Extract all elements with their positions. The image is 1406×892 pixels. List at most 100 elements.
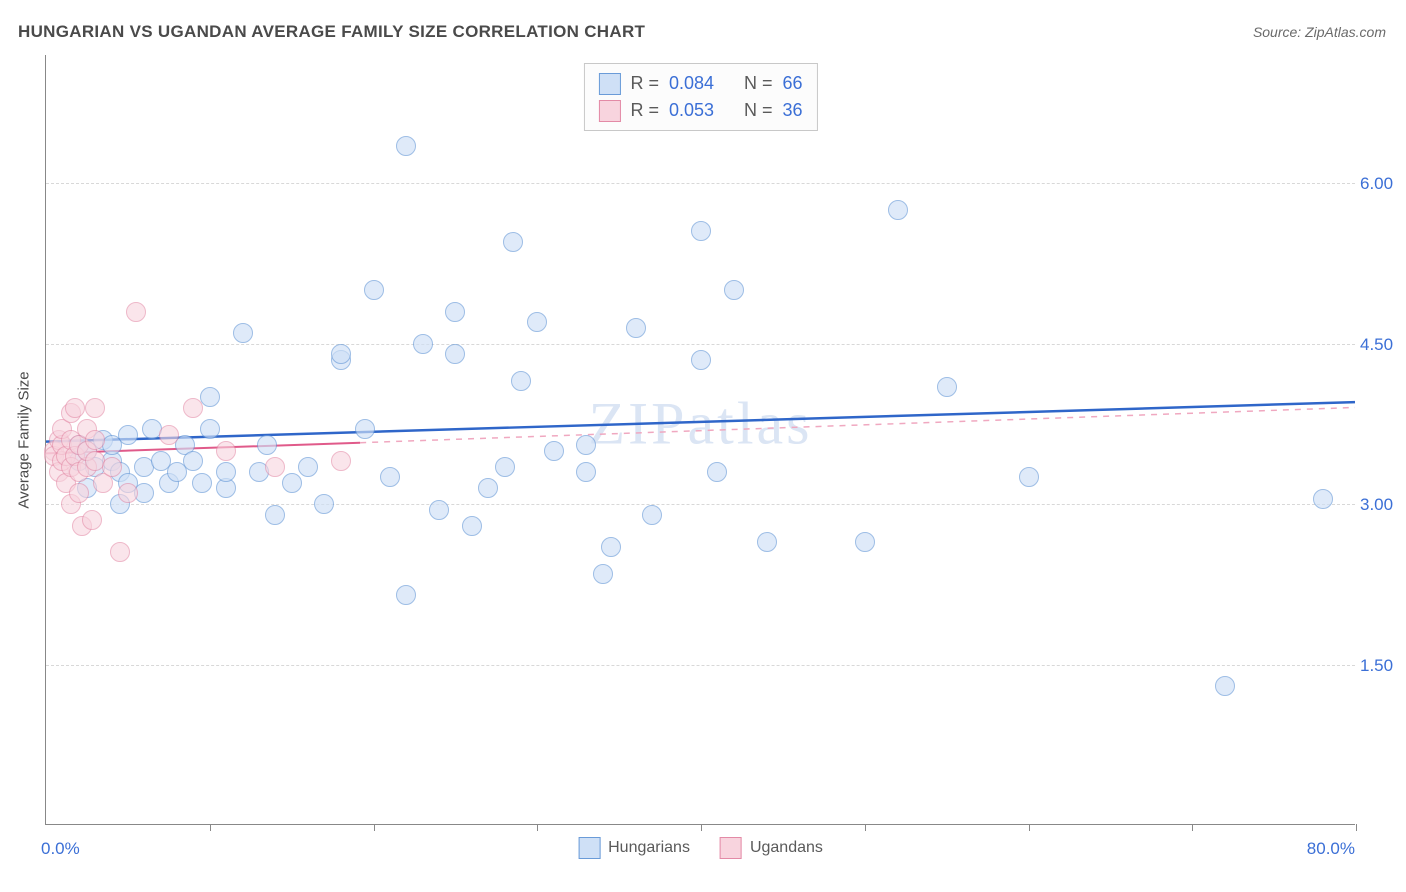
scatter-point [544,441,564,461]
scatter-point [937,377,957,397]
scatter-point [576,462,596,482]
source-label: Source: ZipAtlas.com [1253,24,1386,40]
bottom-legend: Hungarians Ugandans [578,837,823,859]
stats-row-2: R = 0.053 N = 36 [598,97,802,124]
y-tick-label: 3.00 [1360,495,1406,515]
scatter-point [396,136,416,156]
swatch-hungarians [598,73,620,95]
scatter-point [503,232,523,252]
x-tick [865,824,866,831]
scatter-point [462,516,482,536]
scatter-point [314,494,334,514]
n-label: N = [744,97,773,124]
scatter-point [118,483,138,503]
scatter-point [1313,489,1333,509]
scatter-point [282,473,302,493]
x-axis-min-label: 0.0% [41,839,80,859]
scatter-point [192,473,212,493]
x-tick [1192,824,1193,831]
scatter-point [413,334,433,354]
scatter-point [626,318,646,338]
scatter-point [216,441,236,461]
scatter-point [257,435,277,455]
legend-swatch-hungarians [578,837,600,859]
scatter-point [65,398,85,418]
scatter-point [183,398,203,418]
y-tick-label: 6.00 [1360,174,1406,194]
x-tick [537,824,538,831]
x-tick [1029,824,1030,831]
scatter-point [216,462,236,482]
x-tick [1356,824,1357,831]
scatter-point [118,425,138,445]
scatter-point [445,344,465,364]
scatter-point [200,419,220,439]
watermark: ZIPatlas [589,390,813,459]
chart-title: HUNGARIAN VS UGANDAN AVERAGE FAMILY SIZE… [18,22,645,42]
scatter-point [69,483,89,503]
r-label: R = [630,97,659,124]
scatter-point [331,451,351,471]
y-tick-label: 1.50 [1360,656,1406,676]
scatter-point [126,302,146,322]
scatter-point [110,542,130,562]
scatter-point [102,457,122,477]
scatter-point [1019,467,1039,487]
plot-area: Average Family Size ZIPatlas 1.503.004.5… [45,55,1355,825]
scatter-point [888,200,908,220]
scatter-point [355,419,375,439]
n-value-1: 66 [783,70,803,97]
n-value-2: 36 [783,97,803,124]
n-label: N = [744,70,773,97]
gridline: 1.50 [46,665,1355,666]
trend-lines [46,55,1355,824]
x-axis-max-label: 80.0% [1307,839,1355,859]
scatter-point [1215,676,1235,696]
scatter-point [85,430,105,450]
scatter-point [511,371,531,391]
scatter-point [757,532,777,552]
scatter-point [380,467,400,487]
gridline: 3.00 [46,504,1355,505]
scatter-point [855,532,875,552]
r-value-1: 0.084 [669,70,714,97]
r-label: R = [630,70,659,97]
scatter-point [396,585,416,605]
scatter-point [85,398,105,418]
gridline: 6.00 [46,183,1355,184]
scatter-point [724,280,744,300]
scatter-point [576,435,596,455]
stats-box: R = 0.084 N = 66 R = 0.053 N = 36 [583,63,817,131]
scatter-point [233,323,253,343]
scatter-point [691,350,711,370]
scatter-point [691,221,711,241]
scatter-point [495,457,515,477]
scatter-point [707,462,727,482]
r-value-2: 0.053 [669,97,714,124]
swatch-ugandans [598,100,620,122]
scatter-point [265,505,285,525]
scatter-point [445,302,465,322]
y-tick-label: 4.50 [1360,335,1406,355]
legend-label-ugandans: Ugandans [750,839,823,857]
x-tick [374,824,375,831]
legend-swatch-ugandans [720,837,742,859]
scatter-point [331,344,351,364]
scatter-point [527,312,547,332]
scatter-point [429,500,449,520]
scatter-point [265,457,285,477]
scatter-point [364,280,384,300]
scatter-point [601,537,621,557]
stats-row-1: R = 0.084 N = 66 [598,70,802,97]
scatter-point [478,478,498,498]
legend-item-hungarians: Hungarians [578,837,690,859]
scatter-point [82,510,102,530]
legend-item-ugandans: Ugandans [720,837,823,859]
x-tick [701,824,702,831]
scatter-point [593,564,613,584]
scatter-point [159,425,179,445]
scatter-point [642,505,662,525]
scatter-point [183,451,203,471]
legend-label-hungarians: Hungarians [608,839,690,857]
gridline: 4.50 [46,344,1355,345]
